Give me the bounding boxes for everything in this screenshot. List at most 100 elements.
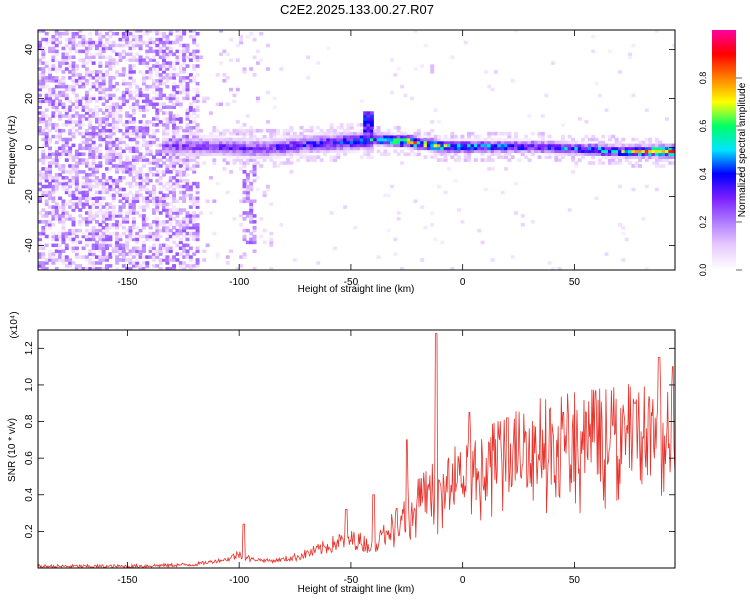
spectrogram-cell bbox=[158, 196, 163, 201]
spectrogram-cell bbox=[178, 190, 183, 195]
spectrogram-cell bbox=[71, 108, 76, 112]
spectrogram-cell bbox=[71, 155, 76, 159]
spectrogram-cell bbox=[51, 161, 56, 165]
spectrogram-cell bbox=[604, 155, 609, 159]
spectrogram-cell bbox=[68, 237, 73, 242]
spectrogram-cell bbox=[155, 199, 160, 204]
spectrogram-cell bbox=[175, 34, 180, 39]
spectrogram-cell bbox=[440, 149, 445, 154]
spectrogram-cell bbox=[51, 237, 56, 242]
spectrogram-cell bbox=[115, 267, 120, 270]
spectrogram-cell bbox=[208, 146, 213, 151]
spectrogram-cell bbox=[490, 167, 495, 171]
spectrogram-cell bbox=[58, 246, 63, 251]
spectrogram-cell bbox=[118, 246, 123, 251]
spectrogram-cell bbox=[239, 40, 244, 45]
spectrogram-cell bbox=[463, 140, 468, 145]
spectrogram-cell bbox=[507, 146, 512, 151]
spectrogram-cell bbox=[577, 158, 582, 162]
spectrogram-cell bbox=[105, 31, 110, 36]
spectrogram-cell bbox=[41, 131, 46, 136]
spectrogram-cell bbox=[38, 120, 42, 124]
spectrogram-cell bbox=[121, 170, 126, 174]
spectrogram-cell bbox=[255, 49, 260, 54]
spectrogram-cell bbox=[175, 117, 180, 121]
spectrogram-cell bbox=[369, 114, 374, 118]
spectrogram-cell bbox=[61, 152, 66, 156]
spectrogram-cell bbox=[648, 146, 653, 151]
spectrogram-cell bbox=[547, 143, 552, 148]
spectrogram-cell bbox=[168, 120, 173, 124]
spectrogram-cell bbox=[343, 205, 348, 209]
spectrogram-cell bbox=[98, 190, 103, 195]
spectrogram-cell bbox=[242, 143, 247, 148]
spectrogram-cell bbox=[413, 137, 418, 142]
spectrogram-cell bbox=[101, 225, 106, 230]
snr-y-tick: 0.2 bbox=[24, 524, 675, 538]
spectrogram-cell bbox=[574, 149, 579, 154]
spectrogram-cell bbox=[111, 49, 116, 54]
spectrogram-cell bbox=[329, 137, 334, 142]
spectrogram-cell bbox=[111, 208, 116, 212]
spectrogram-cell bbox=[51, 67, 56, 71]
spectrogram-cell bbox=[165, 267, 170, 270]
snr-y-tick-label: 1.2 bbox=[24, 341, 35, 355]
spectrogram-cell bbox=[61, 52, 66, 57]
spectrogram-cell bbox=[490, 137, 495, 142]
snr-y-tick: 0.6 bbox=[24, 451, 675, 465]
spectrogram-cell bbox=[74, 249, 79, 253]
spectrogram-cell bbox=[406, 146, 411, 151]
spectrogram-cell bbox=[232, 152, 237, 156]
spectrogram-cell bbox=[165, 126, 170, 130]
spectrogram-cell bbox=[131, 146, 136, 151]
spectrogram-cell bbox=[413, 134, 418, 139]
colorbar-tick: 0.2 bbox=[698, 216, 742, 228]
snr-y-label: SNR (10 * v/v) bbox=[7, 418, 18, 482]
snr-series-line bbox=[38, 333, 675, 568]
spectrogram-cell bbox=[128, 70, 133, 74]
spectrogram-cell bbox=[658, 158, 663, 162]
spectrogram-cell bbox=[98, 30, 103, 33]
spectrogram-cell bbox=[436, 152, 441, 156]
spectrogram-cell bbox=[185, 231, 190, 236]
spectrogram-cell bbox=[219, 52, 223, 57]
spectrogram-cell bbox=[84, 190, 89, 195]
spectrogram-cell bbox=[477, 140, 482, 145]
spectrogram-cell bbox=[192, 211, 197, 215]
spectrogram-cell bbox=[245, 184, 250, 189]
spectrogram-cell bbox=[242, 67, 247, 71]
spectrogram-cell bbox=[135, 128, 140, 133]
spectrogram-cell bbox=[61, 123, 66, 127]
spectrogram-cell bbox=[195, 64, 200, 68]
spectrogram-cell bbox=[182, 146, 187, 151]
spectrogram-cell bbox=[172, 76, 177, 80]
spectrogram-cell bbox=[359, 134, 364, 139]
spectrogram-cell bbox=[185, 149, 190, 154]
spectrogram-cell bbox=[383, 193, 388, 198]
spectrogram-cell bbox=[98, 76, 103, 80]
spectrogram-cell bbox=[587, 143, 592, 148]
spectrogram-cell bbox=[185, 114, 190, 118]
spectrogram-cell bbox=[232, 146, 237, 151]
spectrogram-cell bbox=[44, 202, 49, 206]
spectrogram-cell bbox=[78, 120, 83, 124]
spectrogram-cell bbox=[195, 161, 200, 165]
spectrogram-cell bbox=[155, 252, 160, 256]
spectrogram-cell bbox=[94, 246, 99, 251]
spectrogram-cell bbox=[141, 173, 146, 177]
spectrogram-cell bbox=[135, 261, 140, 265]
spectrogram-cell bbox=[121, 175, 126, 180]
spectrogram-cell bbox=[108, 217, 113, 221]
spectrogram-cell bbox=[175, 181, 180, 186]
spectrogram-cell bbox=[54, 43, 59, 48]
spectrogram-cell bbox=[148, 99, 153, 104]
spectrogram-cell bbox=[634, 137, 639, 142]
spectrogram-cell bbox=[561, 137, 565, 142]
spectrogram-cell bbox=[188, 78, 193, 83]
spectrogram-cell bbox=[252, 214, 257, 218]
spectrogram-cell bbox=[195, 134, 200, 139]
spectrogram-cell bbox=[98, 208, 103, 212]
spectrogram-cell bbox=[333, 158, 337, 162]
spectrogram-cell bbox=[192, 34, 197, 39]
spectrogram-cell bbox=[245, 190, 250, 195]
